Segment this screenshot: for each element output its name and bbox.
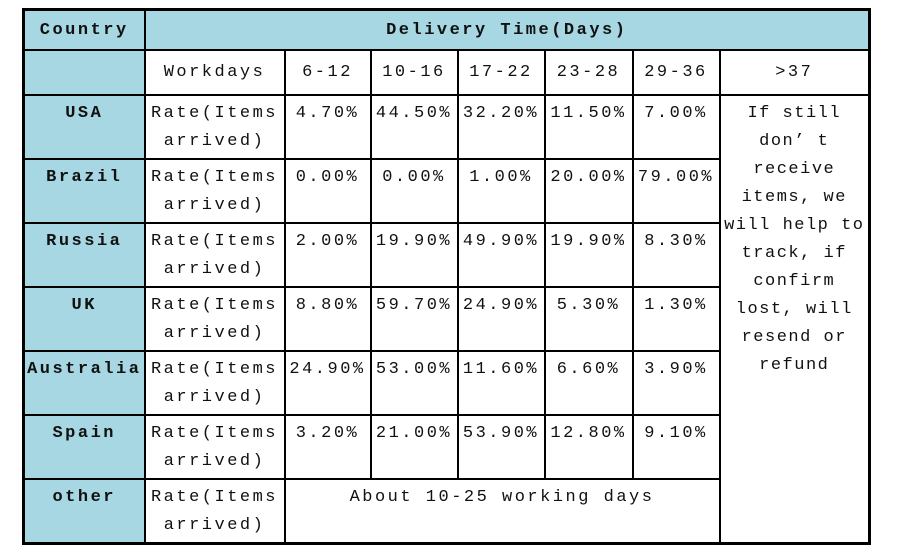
overdue-note-cell: If still don’ t receive items, we will h… bbox=[718, 94, 871, 545]
rate-value-cell: 49.90% bbox=[456, 222, 546, 288]
rate-label-cell: Rate(Items arrived) bbox=[143, 350, 286, 416]
rate-value-cell: 21.00% bbox=[369, 414, 459, 480]
rate-value-cell: 24.90% bbox=[456, 286, 546, 352]
rate-value-cell: 79.00% bbox=[631, 158, 721, 224]
rate-value-cell: 8.80% bbox=[283, 286, 372, 352]
rate-value-cell: 19.90% bbox=[369, 222, 459, 288]
rate-label-cell: Rate(Items arrived) bbox=[143, 478, 286, 545]
rate-label-cell: Rate(Items arrived) bbox=[143, 94, 286, 160]
rate-value-cell: 12.80% bbox=[543, 414, 634, 480]
table-row-brazil: Brazil Rate(Items arrived) 0.00% 0.00% 1… bbox=[22, 158, 870, 224]
country-cell: Brazil bbox=[22, 158, 146, 224]
empty-corner-cell bbox=[22, 49, 146, 96]
rate-value-cell: 20.00% bbox=[543, 158, 634, 224]
rate-label-cell: Rate(Items arrived) bbox=[143, 414, 286, 480]
rate-value-cell: 11.60% bbox=[456, 350, 546, 416]
rate-value-cell: 1.30% bbox=[631, 286, 721, 352]
rate-label-cell: Rate(Items arrived) bbox=[143, 222, 286, 288]
rate-value-cell: 6.60% bbox=[543, 350, 634, 416]
range-header-10-16: 10-16 bbox=[369, 49, 459, 96]
delivery-time-table: Country Delivery Time(Days) Workdays 6-1… bbox=[22, 8, 872, 545]
rate-value-cell: 1.00% bbox=[456, 158, 546, 224]
table-row-other: other Rate(Items arrived) About 10-25 wo… bbox=[22, 478, 870, 545]
country-cell: Russia bbox=[22, 222, 146, 288]
other-countries-note-cell: About 10-25 working days bbox=[283, 478, 721, 545]
table-row-russia: Russia Rate(Items arrived) 2.00% 19.90% … bbox=[22, 222, 870, 288]
rate-value-cell: 3.20% bbox=[283, 414, 372, 480]
rate-value-cell: 9.10% bbox=[631, 414, 721, 480]
range-header-23-28: 23-28 bbox=[543, 49, 634, 96]
rate-value-cell: 11.50% bbox=[543, 94, 634, 160]
table-row-usa: USA Rate(Items arrived) 4.70% 44.50% 32.… bbox=[22, 94, 871, 545]
rate-value-cell: 8.30% bbox=[631, 222, 721, 288]
country-cell: Spain bbox=[22, 414, 146, 480]
table-row-spain: Spain Rate(Items arrived) 3.20% 21.00% 5… bbox=[22, 414, 870, 480]
rate-label-cell: Rate(Items arrived) bbox=[143, 158, 286, 224]
rate-label-cell: Rate(Items arrived) bbox=[143, 286, 286, 352]
rate-value-cell: 5.30% bbox=[543, 286, 634, 352]
rate-value-cell: 53.90% bbox=[456, 414, 546, 480]
workdays-header-cell: Workdays bbox=[143, 49, 286, 96]
rate-value-cell: 0.00% bbox=[283, 158, 372, 224]
country-cell: USA bbox=[22, 94, 146, 160]
rate-value-cell: 53.00% bbox=[369, 350, 459, 416]
rate-value-cell: 0.00% bbox=[369, 158, 459, 224]
rate-value-cell: 59.70% bbox=[369, 286, 459, 352]
header-row: Country Delivery Time(Days) bbox=[22, 8, 871, 51]
country-cell: Australia bbox=[22, 350, 146, 416]
country-header-cell: Country bbox=[22, 8, 146, 51]
subheader-row: Workdays 6-12 10-16 17-22 23-28 29-36 >3… bbox=[22, 49, 871, 96]
rate-value-cell: 7.00% bbox=[631, 94, 721, 160]
range-header-6-12: 6-12 bbox=[283, 49, 372, 96]
country-cell: UK bbox=[22, 286, 146, 352]
rate-value-cell: 32.20% bbox=[456, 94, 546, 160]
rate-value-cell: 19.90% bbox=[543, 222, 634, 288]
rate-value-cell: 44.50% bbox=[369, 94, 459, 160]
rate-value-cell: 24.90% bbox=[283, 350, 372, 416]
country-cell: other bbox=[22, 478, 146, 545]
delivery-time-header-cell: Delivery Time(Days) bbox=[143, 8, 871, 51]
table-row-australia: Australia Rate(Items arrived) 24.90% 53.… bbox=[22, 350, 870, 416]
range-header-over-37: >37 bbox=[718, 49, 871, 96]
table-row-uk: UK Rate(Items arrived) 8.80% 59.70% 24.9… bbox=[22, 286, 870, 352]
range-header-17-22: 17-22 bbox=[456, 49, 546, 96]
rate-value-cell: 2.00% bbox=[283, 222, 372, 288]
rate-value-cell: 4.70% bbox=[283, 94, 372, 160]
rate-value-cell: 3.90% bbox=[631, 350, 721, 416]
range-header-29-36: 29-36 bbox=[631, 49, 721, 96]
